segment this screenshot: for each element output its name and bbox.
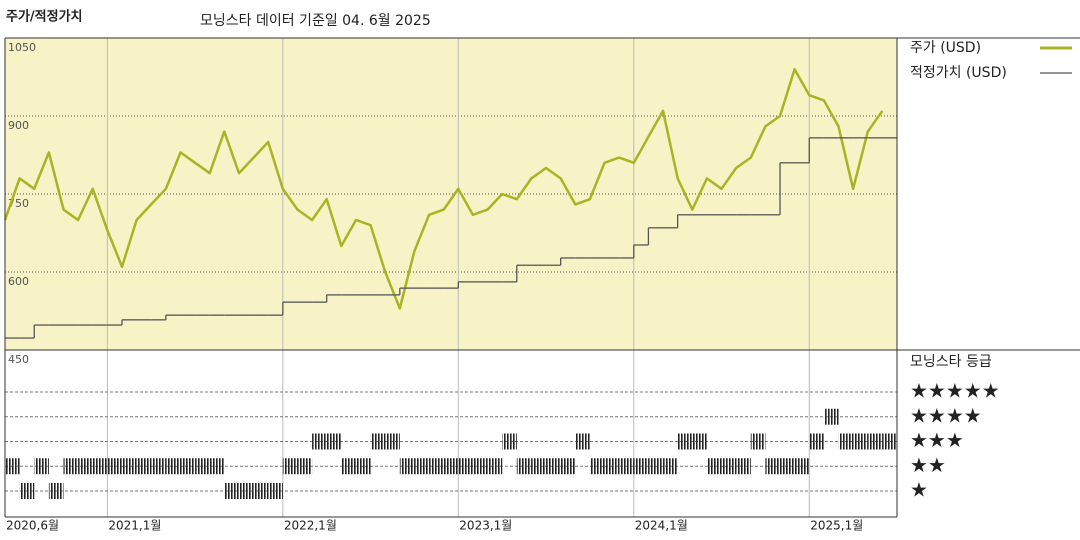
rating-bar (633, 458, 649, 475)
rating-bar (238, 483, 254, 499)
x-tick-label: 2021,1월 (108, 519, 161, 533)
rating-bar (429, 458, 444, 475)
rating-bar (326, 433, 342, 450)
rating-bar (268, 483, 283, 499)
rating-bar (706, 458, 722, 475)
rating-bar (195, 458, 210, 475)
y-tick-label: 900 (8, 119, 29, 132)
rating-bar (531, 458, 547, 475)
rating-bar (34, 458, 49, 475)
x-tick-label: 2025,1월 (810, 519, 863, 533)
rating-bar (107, 458, 122, 475)
rating-bar (736, 458, 751, 475)
rating-bar (282, 458, 298, 475)
rating-bar (472, 458, 488, 475)
rating-level-label: ★★ (910, 453, 946, 477)
rating-bar (546, 458, 561, 475)
rating-bar (750, 433, 766, 450)
rating-bar (765, 458, 781, 475)
rating-bar (165, 458, 181, 475)
legend-label: 주가 (USD) (910, 40, 981, 56)
x-tick-label: 2024,1월 (635, 519, 688, 533)
rating-bar (355, 458, 371, 475)
rating-bar (575, 433, 590, 450)
rating-bar (604, 458, 620, 475)
rating-title: 모닝스타 등급 (910, 354, 992, 370)
legend-label: 적정가치 (USD) (910, 65, 1007, 81)
rating-bar (516, 458, 532, 475)
rating-level-label: ★★★ (910, 428, 964, 452)
rating-bar (414, 458, 430, 475)
chart-title: 주가/적정가치 (6, 9, 83, 25)
x-tick-label: 2020,6월 (6, 519, 59, 533)
rating-bar (92, 458, 108, 475)
rating-level-label: ★★★★★ (910, 379, 1000, 403)
rating-bar (312, 433, 327, 450)
rating-bar (487, 458, 503, 475)
rating-bar (399, 458, 415, 475)
x-tick-label: 2023,1월 (459, 519, 512, 533)
price-line (3, 67, 884, 310)
rating-bar (648, 458, 664, 475)
rating-bar (882, 433, 897, 450)
rating-bar (823, 408, 839, 425)
rating-level-label: ★★★★ (910, 403, 982, 427)
rating-bar (619, 458, 634, 475)
rating-bar (809, 433, 824, 450)
rating-bar (838, 433, 854, 450)
rating-bar (121, 458, 137, 475)
rating-bar (209, 458, 225, 475)
rating-bar (78, 458, 93, 475)
rating-bar (458, 458, 473, 475)
rating-bar (136, 458, 152, 475)
rating-bar (151, 458, 166, 475)
rating-bar (253, 483, 269, 499)
plot-background (5, 38, 897, 350)
rating-bar (677, 433, 693, 450)
y-tick-label: 600 (8, 275, 29, 288)
rating-bar (780, 458, 795, 475)
rating-bar (297, 458, 313, 475)
rating-bar (663, 458, 678, 475)
rating-bar (721, 458, 737, 475)
rating-bar (794, 458, 810, 475)
rating-bar (341, 458, 356, 475)
rating-bar (48, 483, 64, 499)
rating-bar (560, 458, 576, 475)
rating-bar (224, 483, 239, 499)
rating-bar (385, 433, 400, 450)
chart-subtitle: 모닝스타 데이터 기준일 04. 6월 2025 (200, 13, 431, 29)
y-tick-label: 1050 (8, 41, 36, 54)
rating-bar (5, 458, 20, 475)
rating-bar (443, 458, 459, 475)
rating-bar (589, 458, 605, 475)
y-tick-label: 450 (8, 353, 29, 366)
rating-level-label: ★ (910, 478, 928, 502)
rating-bar (19, 483, 35, 499)
rating-bar (867, 433, 883, 450)
rating-bar (370, 433, 386, 450)
x-tick-label: 2022,1월 (284, 519, 337, 533)
rating-bar (692, 433, 707, 450)
rating-bar (180, 458, 196, 475)
rating-bar (63, 458, 79, 475)
rating-bar (502, 433, 517, 450)
rating-bar (853, 433, 868, 450)
